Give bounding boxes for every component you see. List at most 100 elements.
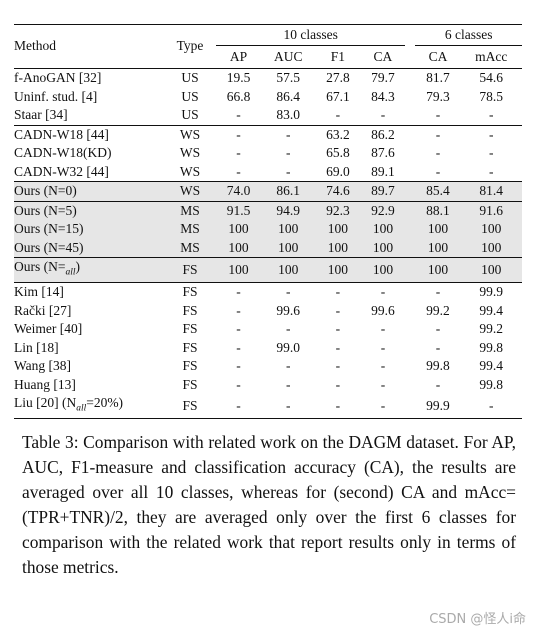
value-cell: 67.1 [326,88,350,104]
method-cell: Ours (N=0) [14,181,164,201]
value-cell: - [261,394,316,420]
table-row: CADN-W18(KD) WS - - 65.8 87.6 - - [14,144,522,163]
table-header-row-2: AP AUC F1 CA CA mAcc [14,46,522,69]
header-col-f1: F1 [330,48,346,64]
value-cell: 100 [261,238,316,258]
value-cell: 100 [261,220,316,239]
value-cell: - [435,321,441,337]
value-cell: 99.4 [479,358,504,374]
value-cell: 74.0 [216,181,262,201]
value-cell: 91.5 [216,200,262,220]
type-cell: WS [179,163,201,179]
value-cell: 94.9 [261,200,316,220]
value-cell: 99.9 [415,394,461,420]
value-cell: 100 [216,220,262,239]
value-cell: 100 [415,256,461,283]
value-cell: 99.2 [426,302,450,318]
table-row: Uninf. stud. [4] US 66.8 86.4 67.1 84.3 79.3 78… [14,88,522,107]
method-name: Uninf. stud. [4] [14,88,98,104]
value-cell: 100 [415,238,461,258]
value-cell: 99.8 [426,358,450,374]
value-cell: - [460,124,522,144]
method-name: CADN-W18 [44] [14,126,109,142]
value-cell: 78.5 [479,88,504,104]
table-row: Ours (N=5) MS 91.5 94.9 92.3 92.9 88.1 91.6 [14,200,522,220]
value-cell: - [285,145,291,160]
table-caption: Table 3: Comparison with related work on… [22,432,516,577]
value-cell: - [285,163,291,179]
method-name: Ours (N=15) [14,221,84,236]
value-cell: 100 [460,256,522,283]
method-cell: Wang [38] [14,357,164,376]
type-cell: MS [164,238,216,258]
value-cell: - [285,321,291,337]
value-cell: 99.6 [276,302,301,318]
value-cell: 86.4 [276,88,301,104]
method-cell: Ours (N=45) [14,238,164,258]
value-cell: 66.8 [226,88,251,104]
type-cell: FS [182,321,198,337]
value-cell: 87.6 [371,145,395,160]
type-cell: MS [164,220,216,239]
method-name: Ours (N=0) [14,183,77,198]
value-cell: 100 [415,220,461,239]
value-cell: - [236,376,241,392]
method-name: Staar [34] [14,107,68,122]
value-cell: - [335,302,341,318]
method-cell: f-AnoGAN [32] [14,68,164,88]
value-cell: 100 [360,220,406,239]
value-cell: - [315,282,361,302]
value-cell: 99.0 [276,339,301,355]
value-cell: - [415,124,461,144]
method-name: Kim [14] [14,284,64,300]
table-row: Staar [34] US - 83.0 - - - - [14,106,522,125]
type-cell: FS [182,358,198,374]
table-row: CADN-W32 [44] WS - - 69.0 89.1 - - [14,163,522,182]
header-col-auc: AUC [273,48,303,64]
method-name: Weimer [40] [14,321,83,337]
value-cell: 100 [216,256,262,283]
method-name: CADN-W18(KD) [14,145,112,160]
value-cell: - [488,145,494,160]
value-cell: - [216,282,262,302]
value-cell: 92.9 [360,200,406,220]
value-cell: 100 [261,256,316,283]
method-cell: Ours (N=5) [14,200,164,220]
value-cell: - [360,394,406,420]
method-cell: Huang [13] [14,376,164,395]
method-name-tail: ) [75,259,80,274]
value-cell: 19.5 [216,68,262,88]
table-row: Liu [20] (Nall=20%) FS - - - -99.9- [14,394,522,420]
value-cell: 57.5 [261,68,316,88]
method-cell: CADN-W18(KD) [14,144,164,163]
type-cell: US [181,88,199,104]
header-col-ca6: CA [428,48,448,64]
table-row: Ours (N=all) FS 100 100 100 100 100 100 [14,256,522,283]
method-name: f-AnoGAN [32] [14,70,102,85]
value-cell: - [335,358,341,374]
method-cell: Rački [27] [14,302,164,321]
value-cell: - [236,302,241,318]
type-cell: WS [164,181,216,201]
method-name: Lin [18] [14,339,59,355]
method-subscript: all [76,403,87,414]
value-cell: - [285,358,291,374]
value-cell: - [380,321,386,337]
value-cell: 91.6 [460,200,522,220]
value-cell: - [335,376,341,392]
comparison-table: Method Type 10 classes 6 classes AP AUC … [14,24,522,420]
type-cell: US [181,107,199,122]
value-cell: - [380,339,386,355]
table-row: Wang [38] FS - - - - 99.8 99.4 [14,357,522,376]
method-name: Ours (N=45) [14,239,84,255]
value-cell: - [261,282,316,302]
type-cell: FS [182,302,198,318]
value-cell: - [315,394,361,420]
table-row: Kim [14] FS - - - - -99.9 [14,282,522,302]
value-cell: - [216,394,262,420]
header-type: Type [164,24,216,69]
value-cell: 85.4 [415,181,461,201]
value-cell: - [435,339,441,355]
table-row: Ours (N=0) WS 74.0 86.1 74.6 89.7 85.4 81.4 [14,181,522,201]
